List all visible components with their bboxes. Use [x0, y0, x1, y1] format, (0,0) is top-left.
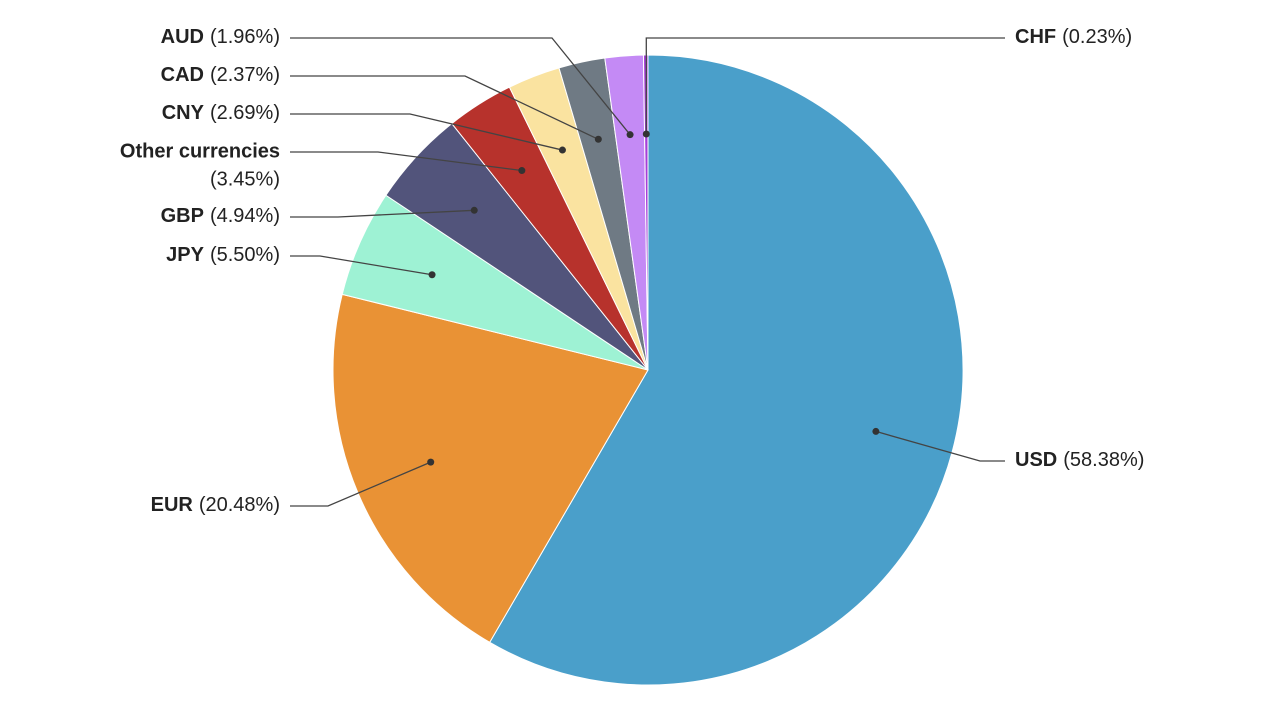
- slice-label: AUD: [161, 26, 204, 48]
- labels: USD (58.38%) EUR (20.48%) JPY (5.50%) GBP (4.94…: [120, 26, 1144, 516]
- slice-label: GBP: [161, 205, 204, 227]
- slice-label: EUR: [151, 494, 194, 516]
- leader-dot: [427, 458, 435, 466]
- slice-label-group: CHF (0.23%): [1015, 26, 1132, 48]
- slice-value: (4.94%): [210, 205, 280, 227]
- slice-label-group: CAD (2.37%): [161, 64, 280, 86]
- slice-label-group: JPY (5.50%): [166, 244, 280, 266]
- slice-label: CHF: [1015, 26, 1056, 48]
- leader-dot: [594, 135, 602, 143]
- leader-line: [875, 430, 1005, 462]
- slice-value: (0.23%): [1062, 26, 1132, 48]
- slice-value: (1.96%): [210, 26, 280, 48]
- leader-line: [290, 255, 433, 276]
- slices: [332, 54, 964, 686]
- slice-label: CAD: [161, 64, 204, 86]
- leader-line: [290, 209, 475, 218]
- leader-dot: [470, 206, 478, 214]
- leader-dot: [558, 146, 566, 154]
- slice-label-group: EUR (20.48%): [151, 494, 280, 516]
- slice-label: USD: [1015, 449, 1057, 471]
- leader-dot: [626, 131, 634, 139]
- slice-value: (20.48%): [199, 494, 280, 516]
- leader-dot: [518, 167, 526, 175]
- slice-value: (2.37%): [210, 64, 280, 86]
- slice-label: JPY: [166, 244, 204, 266]
- slice-label-group: USD (58.38%): [1015, 449, 1144, 471]
- leader-line: [290, 37, 631, 136]
- slice-value: (58.38%): [1063, 449, 1144, 471]
- slice: [489, 54, 964, 686]
- slice-label: Other currencies: [120, 140, 280, 162]
- slice-label-group: CNY (2.69%): [162, 102, 280, 124]
- slice-label: CNY: [162, 102, 205, 124]
- slice-value: (5.50%): [210, 244, 280, 266]
- leader-dot: [872, 427, 880, 435]
- slice-value: (2.69%): [210, 102, 280, 124]
- leader-line: [290, 75, 599, 140]
- slice-label-group: AUD (1.96%): [161, 26, 280, 48]
- slice-value: (3.45%): [210, 168, 280, 190]
- slice-label-group: GBP (4.94%): [161, 205, 280, 227]
- leader-dot: [642, 130, 650, 138]
- leader-line: [290, 113, 563, 151]
- leader-line: [290, 461, 431, 507]
- leader-line: [290, 151, 522, 172]
- leader-line: [645, 37, 1005, 135]
- leader-dot: [428, 271, 436, 279]
